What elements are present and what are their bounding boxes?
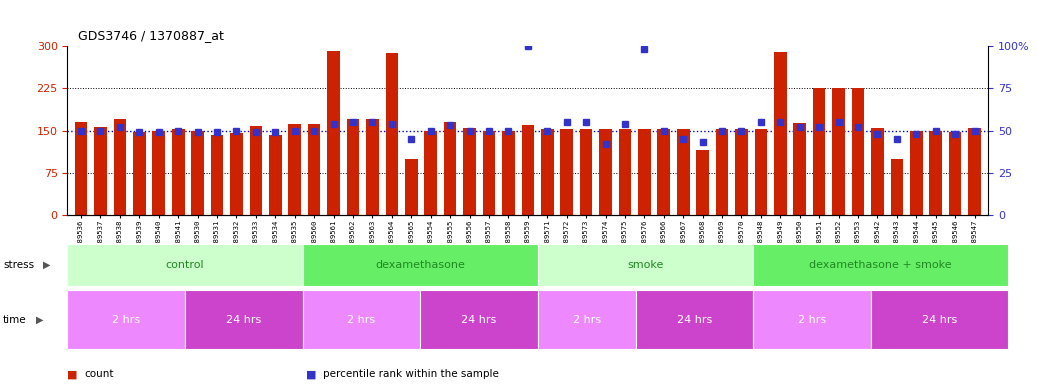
Bar (366, 119, 379, 215)
Bar (113, 119, 127, 215)
Bar (463, 128, 475, 215)
Bar (327, 51, 339, 215)
Bar (657, 129, 671, 215)
Bar (172, 129, 185, 215)
Bar (929, 131, 943, 215)
Text: percentile rank within the sample: percentile rank within the sample (323, 369, 498, 379)
Bar (444, 122, 457, 215)
Bar (949, 132, 961, 215)
Text: 2 hrs: 2 hrs (112, 314, 140, 325)
Bar (425, 131, 437, 215)
Bar (580, 129, 593, 215)
Bar (191, 131, 203, 215)
Bar (735, 129, 747, 215)
Bar (347, 119, 359, 215)
Bar (230, 133, 243, 215)
Bar (249, 126, 263, 215)
Bar (133, 132, 145, 215)
Text: ■: ■ (306, 369, 317, 379)
Text: control: control (166, 260, 204, 270)
Bar (696, 150, 709, 215)
Bar (755, 129, 767, 215)
Text: ■: ■ (67, 369, 78, 379)
Text: ▶: ▶ (43, 260, 50, 270)
Bar (677, 129, 689, 215)
Text: dexamethasone + smoke: dexamethasone + smoke (810, 260, 952, 270)
Bar (891, 159, 903, 215)
Bar (774, 52, 787, 215)
Bar (405, 159, 417, 215)
Text: 24 hrs: 24 hrs (461, 314, 496, 325)
Bar (541, 129, 553, 215)
Bar (599, 129, 611, 215)
Text: stress: stress (3, 260, 34, 270)
Text: 2 hrs: 2 hrs (348, 314, 376, 325)
Bar (269, 134, 281, 215)
Text: time: time (3, 314, 27, 325)
Text: 24 hrs: 24 hrs (922, 314, 957, 325)
Text: smoke: smoke (627, 260, 663, 270)
Bar (308, 124, 321, 215)
Bar (910, 131, 923, 215)
Bar (852, 88, 865, 215)
Bar (385, 53, 399, 215)
Bar (968, 128, 981, 215)
Text: 24 hrs: 24 hrs (677, 314, 712, 325)
Text: 24 hrs: 24 hrs (226, 314, 262, 325)
Text: GDS3746 / 1370887_at: GDS3746 / 1370887_at (78, 29, 224, 42)
Bar (832, 88, 845, 215)
Text: dexamethasone: dexamethasone (375, 260, 465, 270)
Text: 2 hrs: 2 hrs (798, 314, 826, 325)
Bar (502, 131, 515, 215)
Bar (289, 124, 301, 215)
Bar (521, 125, 535, 215)
Bar (561, 129, 573, 215)
Bar (75, 122, 87, 215)
Bar (483, 131, 495, 215)
Bar (153, 131, 165, 215)
Bar (638, 129, 651, 215)
Text: ▶: ▶ (36, 314, 44, 325)
Text: count: count (84, 369, 113, 379)
Bar (619, 129, 631, 215)
Bar (716, 129, 729, 215)
Bar (871, 128, 883, 215)
Bar (94, 127, 107, 215)
Bar (813, 88, 825, 215)
Bar (211, 134, 223, 215)
Text: 2 hrs: 2 hrs (573, 314, 601, 325)
Bar (793, 123, 807, 215)
